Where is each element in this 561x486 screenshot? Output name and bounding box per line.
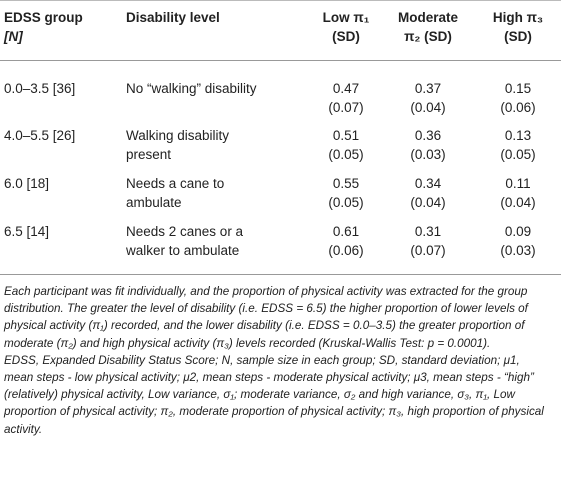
row-2-high-sd: (0.05) xyxy=(500,147,536,162)
row-2-moderate-mean: 0.36 xyxy=(414,128,442,143)
row-3-moderate-sd: (0.04) xyxy=(410,195,446,210)
header-disability-level-label: Disability level xyxy=(126,10,220,25)
table-bottom-rule xyxy=(0,274,561,275)
row-1-moderate-sd: (0.04) xyxy=(410,100,446,115)
header-low-line1: Low π₁ xyxy=(322,10,370,25)
row-2-low-mean: 0.51 xyxy=(332,128,360,143)
row-2-level-line2: present xyxy=(126,147,172,162)
header-moderate-line1: Moderate xyxy=(397,10,458,25)
header-moderate-line2: π₂ (SD) xyxy=(404,29,452,44)
row-3-high: 0.11 (0.04) xyxy=(478,174,558,212)
row-1-low-mean: 0.47 xyxy=(332,81,360,96)
row-4-level: Needs 2 canes or a walker to ambulate xyxy=(126,222,243,260)
row-4-group: 6.5 [14] xyxy=(4,224,50,239)
row-4-level-line2: walker to ambulate xyxy=(126,243,240,258)
row-1-high-mean: 0.15 xyxy=(504,81,532,96)
row-3-moderate-mean: 0.34 xyxy=(414,176,442,191)
row-4-high-sd: (0.03) xyxy=(500,243,536,258)
header-edss-group-n: [N] xyxy=(4,29,23,44)
table-header-rule xyxy=(0,60,561,61)
row-2-level-line1: Walking disability xyxy=(126,128,230,143)
row-1-group: 0.0–3.5 [36] xyxy=(4,81,76,96)
header-low-line2: (SD) xyxy=(332,29,360,44)
row-4-high: 0.09 (0.03) xyxy=(478,222,558,260)
row-3-level-line1: Needs a cane to xyxy=(126,176,225,191)
row-3-high-mean: 0.11 xyxy=(505,176,531,191)
header-moderate: Moderate π₂ (SD) xyxy=(388,8,468,46)
row-3-high-sd: (0.04) xyxy=(500,195,536,210)
table-footnote: Each participant was fit individually, a… xyxy=(4,283,552,438)
row-1-high-sd: (0.06) xyxy=(500,100,536,115)
header-high-line2: (SD) xyxy=(504,29,532,44)
header-high-line1: High π₃ xyxy=(492,10,544,25)
row-1-level-line1: No “walking” disability xyxy=(126,81,257,96)
row-2-high-mean: 0.13 xyxy=(504,128,532,143)
row-2-low-sd: (0.05) xyxy=(328,147,364,162)
row-3-moderate: 0.34 (0.04) xyxy=(388,174,468,212)
header-low: Low π₁ (SD) xyxy=(306,8,386,46)
row-4-moderate-sd: (0.07) xyxy=(410,243,446,258)
row-4-moderate-mean: 0.31 xyxy=(414,224,442,239)
row-4-moderate: 0.31 (0.07) xyxy=(388,222,468,260)
row-1-low: 0.47 (0.07) xyxy=(306,79,386,117)
row-2-level: Walking disability present xyxy=(126,126,229,164)
row-3-level: Needs a cane to ambulate xyxy=(126,174,224,212)
row-4-low-sd: (0.06) xyxy=(328,243,364,258)
header-high: High π₃ (SD) xyxy=(478,8,558,46)
row-3-low: 0.55 (0.05) xyxy=(306,174,386,212)
row-4-level-line1: Needs 2 canes or a xyxy=(126,224,244,239)
row-1-high: 0.15 (0.06) xyxy=(478,79,558,117)
row-4-high-mean: 0.09 xyxy=(504,224,532,239)
row-3-low-sd: (0.05) xyxy=(328,195,364,210)
row-1-moderate: 0.37 (0.04) xyxy=(388,79,468,117)
row-3-group: 6.0 [18] xyxy=(4,176,50,191)
row-2-high: 0.13 (0.05) xyxy=(478,126,558,164)
header-edss-group-label: EDSS group xyxy=(4,10,83,25)
footnote-abbreviations: EDSS, Expanded Disability Status Score; … xyxy=(4,353,544,436)
header-edss-group: EDSS group [N] xyxy=(4,8,83,46)
row-2-moderate-sd: (0.03) xyxy=(410,147,446,162)
table-top-rule xyxy=(0,0,561,1)
row-1-moderate-mean: 0.37 xyxy=(414,81,442,96)
row-2-group: 4.0–5.5 [26] xyxy=(4,128,76,143)
row-1-low-sd: (0.07) xyxy=(328,100,364,115)
row-3-low-mean: 0.55 xyxy=(332,176,360,191)
row-2-low: 0.51 (0.05) xyxy=(306,126,386,164)
row-4-low: 0.61 (0.06) xyxy=(306,222,386,260)
footnote-summary: Each participant was fit individually, a… xyxy=(4,285,528,350)
row-3-level-line2: ambulate xyxy=(126,195,182,210)
row-2-moderate: 0.36 (0.03) xyxy=(388,126,468,164)
header-disability-level: Disability level xyxy=(126,8,220,27)
row-4-low-mean: 0.61 xyxy=(332,224,360,239)
row-1-level: No “walking” disability xyxy=(126,79,257,98)
